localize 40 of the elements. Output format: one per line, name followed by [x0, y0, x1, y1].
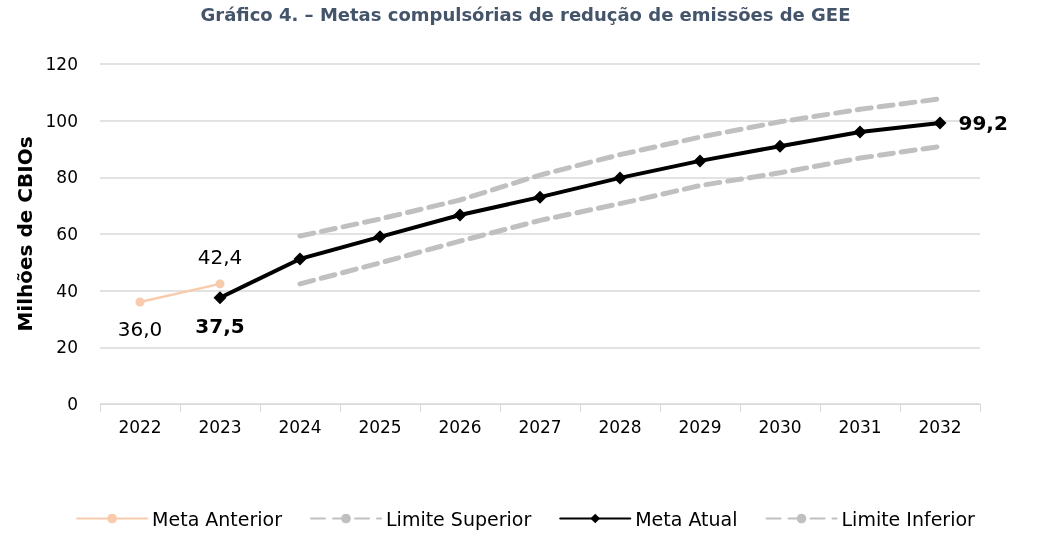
y-tick-label: 40	[56, 280, 78, 301]
point	[373, 230, 387, 244]
x-tick-label: 2022	[118, 416, 162, 437]
y-axis-title: Milhões de CBIOs	[12, 136, 37, 332]
x-tick-label: 2027	[518, 416, 562, 437]
x-tick-label: 2025	[358, 416, 402, 437]
data-label: 36,0	[117, 316, 163, 341]
data-label: 42,4	[197, 245, 243, 270]
point	[453, 208, 467, 222]
point	[135, 297, 145, 307]
y-tick-label: 20	[56, 337, 78, 358]
x-tick-label: 2028	[598, 416, 642, 437]
point	[613, 171, 627, 185]
legend-label: Meta Anterior	[152, 507, 283, 530]
y-tick-label: 80	[56, 167, 78, 188]
data-label: 99,2	[958, 110, 1008, 135]
legend-label: Limite Superior	[386, 507, 532, 530]
point	[853, 125, 867, 139]
point	[693, 154, 707, 168]
x-tick-label: 2031	[838, 416, 882, 437]
y-tick-label: 100	[45, 110, 78, 131]
data-label: 37,5	[195, 314, 245, 339]
point	[933, 116, 947, 130]
point	[773, 139, 787, 153]
x-tick-label: 2030	[758, 416, 802, 437]
legend-label: Limite Inferior	[841, 507, 976, 530]
point	[533, 190, 547, 204]
point	[293, 252, 307, 266]
x-tick-label: 2023	[198, 416, 242, 437]
x-tick-label: 2026	[438, 416, 482, 437]
x-tick-label: 2024	[278, 416, 322, 437]
x-tick-label: 2032	[918, 416, 962, 437]
y-tick-label: 60	[56, 224, 78, 244]
x-tick-label: 2029	[678, 416, 722, 437]
point	[215, 279, 225, 289]
legend-label: Meta Atual	[635, 507, 738, 530]
y-tick-label: 120	[45, 54, 78, 74]
y-tick-label: 0	[67, 394, 78, 414]
chart-title: Gráfico 4. – Metas compulsórias de redução de emissões de GEE	[200, 3, 851, 25]
point	[213, 291, 227, 305]
